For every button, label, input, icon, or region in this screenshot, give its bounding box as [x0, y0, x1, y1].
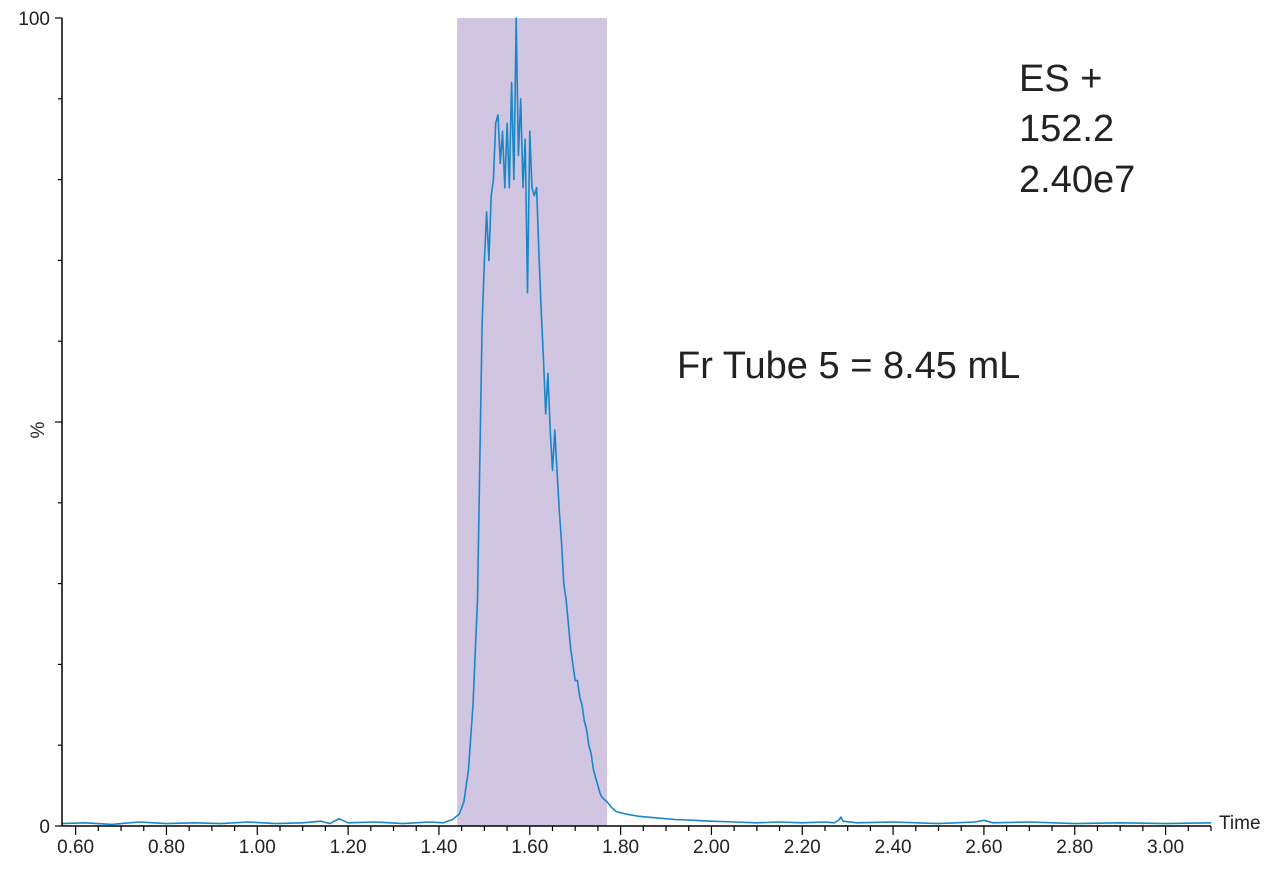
chromatogram-trace — [61, 17, 1212, 826]
y-axis-label: % — [28, 421, 49, 438]
intensity-annotation: 2.40e7 — [1019, 159, 1135, 201]
x-tick-label: 2.40 — [875, 837, 912, 858]
y-tick-labels: 0 100 — [18, 9, 50, 838]
x-tick-label: 1.00 — [239, 837, 276, 858]
x-tick-label: 2.60 — [965, 837, 1002, 858]
x-tick-label: 1.60 — [511, 837, 548, 858]
fraction-window — [457, 18, 607, 826]
x-ticks — [75, 826, 1212, 835]
fraction-annotation: Fr Tube 5 = 8.45 mL — [677, 345, 1020, 387]
y-tick-label: 100 — [18, 9, 50, 30]
mass-annotation: 152.2 — [1019, 108, 1114, 150]
ion-mode-annotation: ES + — [1019, 58, 1102, 100]
x-tick-label: 2.20 — [784, 837, 821, 858]
x-tick-label: 1.20 — [330, 837, 367, 858]
y-minor-ticks — [55, 17, 62, 827]
y-tick-label: 0 — [39, 817, 50, 838]
x-axis-label: Time — [1219, 813, 1261, 834]
x-tick-label: 3.00 — [1147, 837, 1184, 858]
x-tick-label: 2.00 — [693, 837, 730, 858]
x-tick-label: 0.80 — [148, 837, 185, 858]
x-tick-label: 2.80 — [1056, 837, 1093, 858]
x-tick-labels: 0.60 0.80 1.00 1.20 1.40 1.60 1.80 2.00 2.20 2.40… — [57, 837, 1184, 858]
x-tick-label: 1.40 — [420, 837, 457, 858]
x-tick-label: 0.60 — [57, 837, 94, 858]
x-tick-label: 1.80 — [602, 837, 639, 858]
